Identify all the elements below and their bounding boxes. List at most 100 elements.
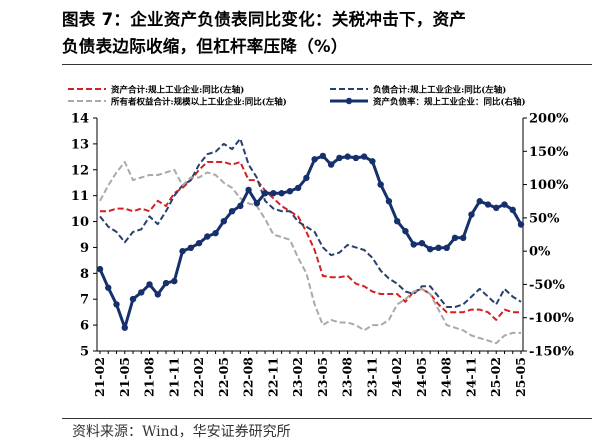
series-4-point (138, 289, 145, 296)
left-axis-tick-label: 13 (71, 137, 89, 152)
series-4-point (195, 239, 203, 247)
series-4-point (121, 324, 128, 331)
right-axis-tick-label: 0% (529, 245, 551, 260)
series-4-point (509, 206, 516, 214)
x-axis-tick-label: 22-05 (216, 357, 231, 397)
left-axis-tick-label: 12 (71, 163, 89, 178)
series-4-point (336, 154, 343, 162)
series-4-point (228, 208, 236, 215)
left-axis-tick-label: 9 (80, 241, 89, 256)
x-axis-tick-label: 22-11 (265, 357, 280, 397)
series-4-point (443, 244, 450, 252)
x-axis-tick-label: 23-08 (340, 357, 355, 397)
series-line-1 (100, 161, 521, 321)
series-4-point (344, 153, 351, 160)
series-4-point (369, 158, 376, 165)
series-4-point (410, 241, 417, 248)
series-4-point (493, 204, 500, 212)
series-4-point (278, 190, 285, 197)
right-axis-tick-label: 150% (529, 145, 569, 160)
right-axis-tick-label: 200% (529, 112, 569, 127)
series-4-point (179, 247, 186, 255)
series-line-2 (99, 137, 522, 308)
right-axis-tick-label: 50% (529, 211, 560, 226)
series-4-point (253, 200, 261, 207)
title-rule (62, 64, 592, 65)
series-4-point (129, 295, 137, 303)
legend-label-2: 负债合计:规上工业企业:同比(左轴) (373, 85, 506, 96)
legend-label-1: 资产合计:规上工业企业:同比(左轴) (111, 85, 244, 96)
left-axis-tick-label: 6 (80, 319, 89, 334)
legend-label-3: 所有者权益合计:规模以上工业企业:同比(左轴) (110, 97, 287, 108)
series-4-point (270, 190, 277, 197)
series-4-point (393, 217, 401, 225)
series-4-point (385, 198, 393, 205)
legend-marker-4 (345, 97, 353, 105)
right-axis-tick-label: -50% (529, 278, 565, 293)
series-4-point (377, 181, 384, 188)
series-4-point (311, 156, 318, 163)
x-axis-tick-label: 21-02 (92, 357, 107, 397)
left-axis-tick-label: 7 (80, 293, 89, 308)
x-axis-tick-label: 21-11 (166, 357, 181, 397)
series-4-point (204, 233, 211, 240)
series-4-point (460, 234, 467, 242)
x-axis-tick-label: 24-02 (389, 357, 404, 397)
x-axis-tick-label: 24-05 (414, 357, 429, 397)
series-4-point (451, 234, 459, 242)
right-axis-tick-label: -100% (529, 311, 575, 326)
series-4-point (501, 201, 508, 208)
x-axis-tick-label: 24-11 (463, 357, 478, 397)
series-line-3 (99, 161, 521, 345)
x-axis-tick-label: 25-05 (513, 357, 528, 397)
right-axis-tick-label: -150% (529, 345, 575, 360)
series-4-point (352, 154, 360, 162)
x-axis-tick-label: 23-11 (364, 357, 379, 397)
series-4-point (319, 152, 327, 160)
series-4-point (187, 244, 195, 252)
series-4-point (402, 227, 409, 235)
series-line-4 (98, 154, 523, 330)
x-axis-tick-label: 25-02 (488, 357, 503, 397)
right-axis-tick-label: 100% (529, 178, 569, 193)
chart-title-line-1: 图表 7：企业资产负债表同比变化：关税冲击下，资产 (62, 10, 467, 29)
series-4-point (418, 239, 426, 247)
series-4-point (146, 281, 153, 288)
series-4-point (96, 265, 104, 273)
source-rule (62, 418, 592, 419)
series-4-point (476, 198, 483, 205)
series-4-point (426, 245, 434, 253)
series-4-point (245, 186, 252, 194)
series-4-point (286, 188, 294, 195)
x-axis-tick-label: 23-02 (290, 357, 305, 397)
series-4-point (327, 161, 335, 168)
series-4-point (261, 190, 269, 197)
left-axis-tick-label: 10 (71, 215, 89, 230)
series-4-point (105, 284, 112, 291)
chart-title-line-2: 负债表边际收缩，但杠杆率压降（%） (62, 37, 348, 56)
source-note: 资料来源：Wind，华安证券研究所 (72, 424, 291, 440)
chart-title: 图表 7：企业资产负债表同比变化：关税冲击下，资产 负债表边际收缩，但杠杆率压降… (62, 6, 592, 60)
left-axis-tick-label: 14 (71, 112, 89, 127)
x-axis-tick-label: 21-05 (117, 357, 132, 397)
series-4-point (435, 244, 442, 252)
x-axis-tick-label: 23-05 (315, 357, 330, 397)
series-4-point (294, 184, 302, 192)
series-4-point (154, 291, 161, 298)
x-axis-tick-label: 22-08 (241, 357, 256, 397)
series-4-point (212, 229, 219, 237)
series-4-point (113, 301, 120, 308)
left-axis-tick-label: 8 (80, 267, 89, 282)
x-axis-tick-label: 21-08 (142, 357, 157, 397)
series-4-point (220, 217, 228, 225)
legend-label-4: 资产负债率：规上工业企业：同比(右轴) (373, 97, 526, 108)
left-axis-tick-label: 11 (71, 189, 89, 204)
series-4-point (303, 174, 310, 182)
series-4-point (360, 153, 368, 160)
series-4-point (517, 221, 525, 228)
series-4-point (162, 279, 170, 287)
series-4-point (468, 211, 475, 218)
series-4-point (237, 202, 244, 210)
series-4-point (484, 201, 492, 208)
